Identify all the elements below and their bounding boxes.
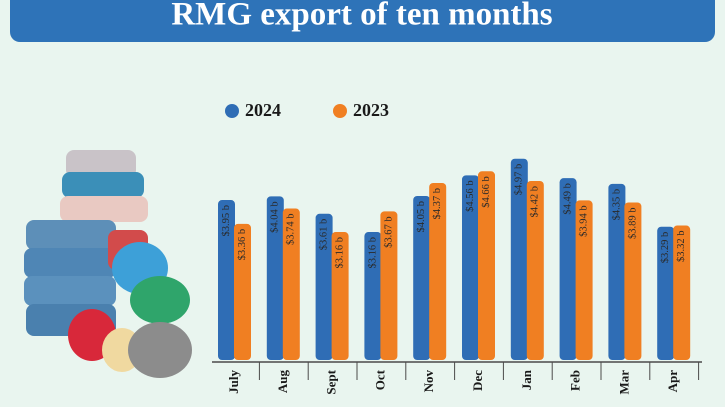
bar [657, 226, 675, 360]
value-label: $3.95 b [221, 205, 232, 237]
bar [315, 213, 333, 360]
bar [380, 211, 398, 360]
x-tick-label: Jan [519, 369, 534, 390]
bar [608, 183, 626, 360]
bar [234, 223, 251, 360]
bar [218, 200, 235, 360]
value-label: $4.66 b [481, 176, 492, 208]
value-label: $4.56 b [465, 180, 476, 212]
x-tick-label: Feb [568, 370, 583, 391]
x-tick-label: Nov [421, 370, 436, 393]
value-label: $3.29 b [660, 232, 671, 264]
bar [462, 175, 479, 360]
value-label: $4.35 b [611, 189, 622, 221]
value-label: $4.42 b [530, 186, 541, 218]
bar [575, 200, 593, 360]
chart-title: RMG export of ten months [171, 0, 552, 33]
bar [413, 195, 431, 360]
bar [510, 158, 528, 360]
value-label: $3.94 b [579, 205, 590, 237]
x-tick-label: Sept [324, 369, 339, 394]
value-label: $3.32 b [676, 231, 687, 262]
value-label: $3.16 b [367, 237, 378, 269]
value-label: $3.67 b [383, 216, 394, 248]
x-tick-label: July [226, 370, 241, 394]
legend-label: 2024 [245, 100, 281, 120]
value-label: $4.05 b [416, 201, 427, 233]
value-label: $3.74 b [286, 214, 297, 246]
x-tick-label: Mar [616, 370, 631, 395]
x-tick-label: Aug [275, 370, 290, 394]
value-label: $3.89 b [627, 207, 638, 239]
bar [364, 232, 382, 360]
value-label: $4.49 b [563, 183, 574, 215]
value-label: $3.61 b [319, 219, 330, 251]
value-label: $4.97 b [514, 164, 525, 196]
legend-label: 2023 [353, 100, 389, 120]
bar [282, 208, 300, 360]
value-label: $4.37 b [432, 188, 443, 220]
bar [526, 180, 544, 360]
value-label: $3.36 b [237, 229, 248, 260]
legend-swatch [333, 104, 347, 118]
clothes-illustration [24, 150, 192, 378]
bar [624, 202, 642, 360]
bar [331, 232, 349, 360]
bar [673, 225, 691, 360]
x-tick-label: Oct [372, 369, 387, 390]
title-banner [10, 0, 715, 42]
legend-swatch [225, 104, 239, 118]
bar [559, 178, 577, 360]
value-label: $3.16 b [335, 237, 346, 269]
value-label: $4.04 b [270, 201, 281, 233]
x-tick-label: Dec [470, 370, 485, 391]
bar [429, 183, 447, 360]
bar [266, 196, 284, 360]
bar [478, 171, 495, 360]
x-tick-label: Apr [665, 370, 680, 393]
